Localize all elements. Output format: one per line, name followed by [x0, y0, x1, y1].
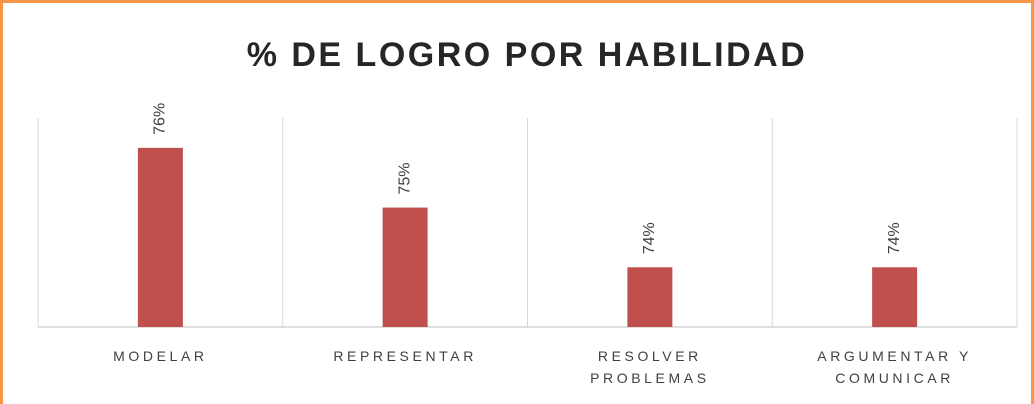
- value-label: 74%: [641, 222, 658, 254]
- chart-title: % DE LOGRO POR HABILIDAD: [247, 36, 808, 74]
- x-tick-label: REPRESENTAR: [333, 348, 477, 364]
- x-tick-label: RESOLVER PROBLEMAS: [590, 348, 710, 386]
- value-label: 74%: [886, 222, 903, 254]
- bar: [382, 207, 428, 327]
- value-label: 75%: [396, 163, 413, 195]
- x-tick-label: ARGUMENTAR Y COMUNICAR: [817, 348, 972, 386]
- x-tick-label: MODELAR: [113, 348, 208, 364]
- bar: [627, 267, 673, 327]
- value-label: 76%: [152, 103, 169, 135]
- bar: [137, 147, 183, 327]
- bar: [872, 267, 918, 327]
